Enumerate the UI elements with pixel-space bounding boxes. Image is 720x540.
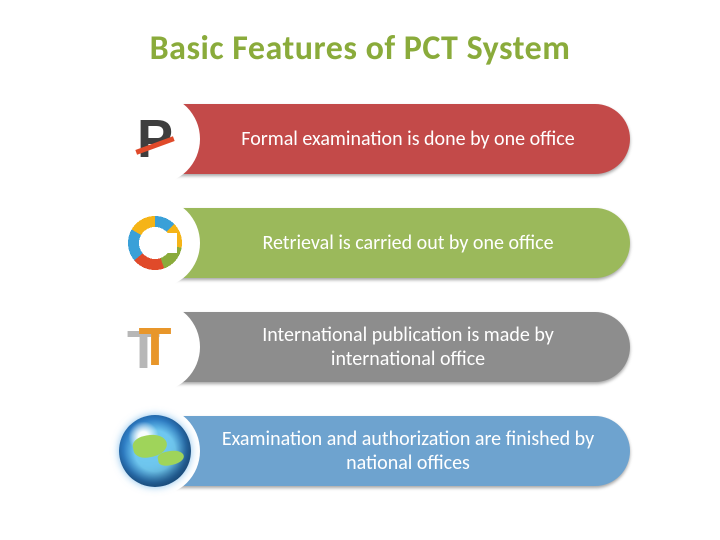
feature-icon-circle [110,406,200,496]
feature-row: T International publication is made by i… [110,307,630,387]
page-title: Basic Features of PCT System [50,28,670,69]
globe-icon [119,415,191,487]
feature-bar: Retrieval is carried out by one office [154,208,630,278]
feature-text: Retrieval is carried out by one office [214,231,602,255]
feature-text: Formal examination is done by one office [214,127,602,151]
feature-text: International publication is made by int… [214,323,602,372]
feature-text: Examination and authorization are finish… [214,427,602,476]
feature-row: Examination and authorization are finish… [110,411,630,491]
feature-bar: International publication is made by int… [154,312,630,382]
feature-bar: Formal examination is done by one office [154,104,630,174]
letter-c-icon [125,213,185,273]
feature-icon-circle: T [110,302,200,392]
letter-p-icon: P [125,109,185,169]
feature-row: P Formal examination is done by one offi… [110,99,630,179]
slide: Basic Features of PCT System P Formal ex… [0,0,720,540]
feature-list: P Formal examination is done by one offi… [50,99,670,491]
feature-bar: Examination and authorization are finish… [154,416,630,486]
feature-icon-circle: P [110,94,200,184]
feature-row: Retrieval is carried out by one office [110,203,630,283]
feature-icon-circle [110,198,200,288]
letter-t-icon: T [125,317,185,377]
